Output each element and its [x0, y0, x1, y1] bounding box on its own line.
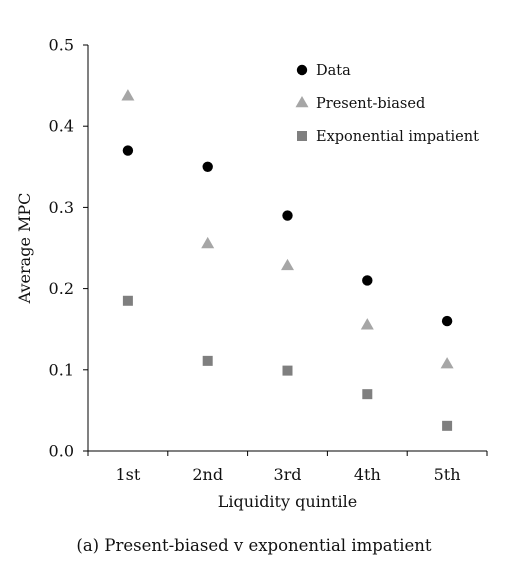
- x-tick-label: 4th: [354, 465, 381, 484]
- legend-label: Present-biased: [316, 96, 425, 112]
- y-tick-label: 0.4: [49, 117, 74, 136]
- data-point-circle: [122, 145, 134, 156]
- legend-marker-circle: [296, 64, 308, 76]
- data-markers: [121, 89, 454, 431]
- y-axis-label: Average MPC: [15, 193, 34, 305]
- x-tick-label: 3rd: [273, 465, 301, 484]
- figure-caption: (a) Present-biased v exponential impatie…: [76, 536, 432, 555]
- data-point-triangle: [121, 89, 135, 101]
- y-axis-ticks: 0.0 0.1 0.2 0.3 0.4 0.5: [49, 36, 88, 461]
- y-tick-label: 0.3: [49, 198, 74, 217]
- data-point-square: [122, 295, 133, 306]
- data-point-square: [202, 355, 213, 366]
- data-point-triangle: [360, 318, 374, 330]
- y-tick-label: 0.0: [49, 442, 74, 461]
- data-point-circle: [441, 315, 453, 327]
- data-point-circle: [362, 275, 373, 286]
- x-axis-ticks: 1st 2nd 3rd 4th 5th: [87, 451, 488, 484]
- data-point-square: [362, 389, 373, 400]
- x-tick-label: 1st: [115, 465, 140, 484]
- data-point-circle: [202, 161, 213, 172]
- legend-label: Data: [316, 63, 351, 79]
- data-point-triangle: [440, 357, 454, 369]
- axes: [87, 45, 487, 452]
- y-tick-label: 0.2: [49, 279, 74, 298]
- y-tick-label: 0.5: [49, 36, 74, 55]
- x-axis-label: Liquidity quintile: [218, 492, 357, 511]
- legend: Data Present-biased Exponential impatient: [295, 63, 479, 145]
- legend-label: Exponential impatient: [316, 129, 479, 145]
- x-tick-label: 2nd: [192, 465, 223, 484]
- legend-marker-square: [297, 131, 307, 141]
- data-point-circle: [282, 210, 293, 221]
- x-tick-label: 5th: [434, 465, 461, 484]
- data-point-square: [442, 420, 453, 431]
- mpc-scatter-chart: 0.0 0.1 0.2 0.3 0.4 0.5 1st 2nd 3rd 4th 5th Data P…: [15, 36, 488, 511]
- legend-marker-triangle: [295, 95, 309, 108]
- data-point-square: [282, 365, 293, 376]
- data-point-triangle: [201, 236, 215, 249]
- data-point-triangle: [281, 258, 294, 271]
- y-tick-label: 0.1: [49, 360, 74, 379]
